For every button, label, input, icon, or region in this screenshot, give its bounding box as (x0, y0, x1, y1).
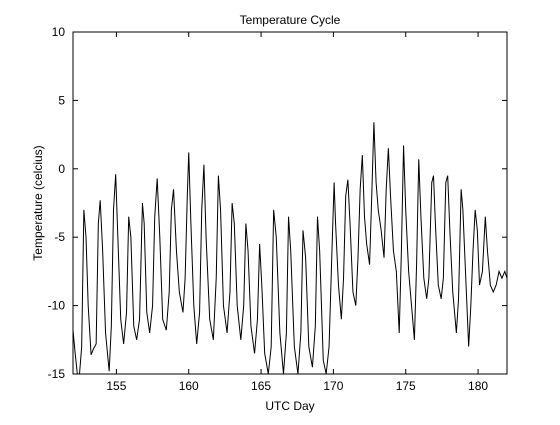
x-tick-label: 160 (179, 379, 199, 393)
x-axis: 155 160 165 170 175 180 (106, 32, 488, 393)
x-tick-label: 170 (323, 379, 343, 393)
y-tick-label: 0 (58, 162, 65, 176)
x-axis-label: UTC Day (265, 399, 314, 413)
y-tick-label: 5 (58, 93, 65, 107)
plot-area (72, 31, 508, 375)
x-tick-label: 180 (468, 379, 488, 393)
chart-title: Temperature Cycle (240, 13, 341, 27)
x-tick-label: 155 (106, 379, 126, 393)
x-tick-label: 165 (251, 379, 271, 393)
y-axis-label: Temperature (celcius) (31, 145, 45, 260)
temperature-series-line (72, 122, 508, 375)
y-tick-label: -5 (54, 230, 65, 244)
y-tick-label: -15 (48, 367, 66, 381)
y-tick-label: -10 (48, 299, 66, 313)
y-tick-label: 10 (52, 25, 66, 39)
x-tick-label: 175 (396, 379, 416, 393)
